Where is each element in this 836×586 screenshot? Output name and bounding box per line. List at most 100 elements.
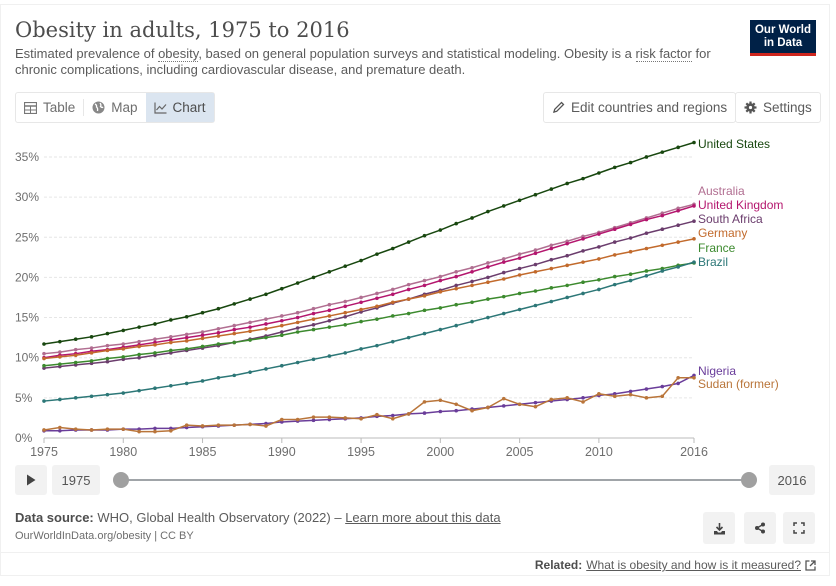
data-point <box>169 318 173 322</box>
y-tick-label: 10% <box>15 351 39 365</box>
globe-icon <box>92 101 105 114</box>
data-point <box>232 340 237 345</box>
data-point <box>422 308 427 313</box>
related-article-link[interactable]: What is obesity and how is it measured? <box>586 558 801 572</box>
start-year-box[interactable]: 1975 <box>52 465 100 495</box>
data-point <box>660 227 665 232</box>
data-point <box>422 400 427 404</box>
edit-countries-label: Edit countries and regions <box>571 100 728 115</box>
play-button[interactable] <box>15 465 47 495</box>
data-point <box>216 331 221 335</box>
data-point <box>73 427 78 431</box>
data-point <box>42 399 46 403</box>
data-point <box>454 408 458 413</box>
data-point <box>692 219 696 223</box>
data-point <box>676 375 680 380</box>
data-point <box>327 308 332 313</box>
data-point <box>390 314 395 318</box>
data-point <box>406 297 411 301</box>
data-point <box>216 375 221 380</box>
data-point <box>470 408 474 413</box>
timeline-start-handle[interactable] <box>113 472 129 488</box>
tab-table[interactable]: Table <box>16 93 83 122</box>
data-point <box>581 237 585 241</box>
data-point <box>200 379 205 383</box>
data-point <box>375 343 379 348</box>
data-point <box>105 348 110 353</box>
series-line <box>43 238 695 360</box>
data-point <box>42 342 46 346</box>
end-year-box[interactable]: 2016 <box>769 465 815 495</box>
data-point <box>295 360 300 365</box>
data-point <box>628 222 633 227</box>
gear-icon <box>744 101 757 114</box>
data-point <box>264 322 268 326</box>
timeline-slider-track[interactable] <box>121 479 749 481</box>
data-point <box>549 246 554 251</box>
series-label: Nigeria <box>698 364 736 378</box>
fullscreen-button[interactable] <box>783 512 815 544</box>
data-point <box>375 296 379 301</box>
data-point <box>676 145 680 150</box>
data-point <box>137 339 141 344</box>
line-chart-icon <box>153 102 167 114</box>
data-point <box>533 192 538 197</box>
series-united-states <box>42 140 696 346</box>
data-point <box>438 274 443 279</box>
x-tick-label: 1975 <box>30 445 58 459</box>
series-label: United States <box>698 137 770 151</box>
data-point <box>280 417 284 422</box>
data-point <box>153 386 157 391</box>
data-point <box>390 300 395 305</box>
data-point <box>501 260 506 264</box>
data-point <box>216 423 221 427</box>
data-point <box>216 306 221 311</box>
tab-map[interactable]: Map <box>84 93 145 122</box>
data-point <box>549 257 554 262</box>
data-point <box>232 302 237 306</box>
data-point <box>454 274 458 279</box>
data-point <box>501 311 506 316</box>
data-point <box>517 307 522 312</box>
obesity-definition-link[interactable]: obesity <box>158 46 199 62</box>
data-point <box>438 228 443 232</box>
data-point <box>454 402 458 407</box>
data-point <box>295 281 300 285</box>
data-point <box>343 416 348 420</box>
data-point <box>422 233 427 238</box>
data-point <box>470 283 474 288</box>
settings-button[interactable]: Settings <box>735 92 821 123</box>
data-point <box>612 227 617 232</box>
data-point <box>264 292 268 297</box>
data-point <box>660 150 665 154</box>
data-point <box>169 340 173 345</box>
data-point <box>676 208 680 213</box>
x-tick-label: 2000 <box>426 445 454 459</box>
data-point <box>153 351 157 355</box>
data-point <box>517 266 522 271</box>
data-point <box>406 287 411 292</box>
data-source: Data source: WHO, Global Health Observat… <box>15 510 501 525</box>
series-label: South Africa <box>698 212 763 226</box>
y-tick-label: 30% <box>15 190 39 204</box>
download-button[interactable] <box>703 512 735 544</box>
risk-factor-definition-link[interactable]: risk factor <box>635 46 692 62</box>
series-label: France <box>698 241 736 255</box>
data-point <box>200 336 205 341</box>
owid-logo[interactable]: Our World in Data <box>750 20 816 56</box>
timeline-end-handle[interactable] <box>741 472 757 488</box>
data-point <box>343 322 348 327</box>
series-line <box>43 261 695 402</box>
chart-url[interactable]: OurWorldInData.org/obesity | CC BY <box>15 530 194 542</box>
edit-countries-button[interactable]: Edit countries and regions <box>543 92 737 123</box>
data-point <box>438 290 443 294</box>
data-point <box>311 327 316 332</box>
data-point <box>216 334 221 338</box>
y-tick-label: 0% <box>15 431 33 445</box>
y-tick-label: 15% <box>15 311 39 325</box>
learn-more-link[interactable]: Learn more about this data <box>345 510 501 525</box>
external-link-icon[interactable] <box>805 559 816 571</box>
tab-chart[interactable]: Chart <box>145 93 214 122</box>
share-button[interactable] <box>744 512 776 544</box>
logo-line-1: Our World <box>754 24 811 36</box>
